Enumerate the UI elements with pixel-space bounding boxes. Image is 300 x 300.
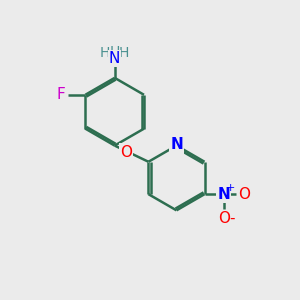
Text: -: -	[229, 211, 235, 226]
Text: N: N	[109, 51, 120, 66]
Text: H: H	[110, 45, 120, 59]
Text: O: O	[120, 145, 132, 160]
Text: N: N	[109, 51, 120, 66]
Text: O: O	[218, 211, 230, 226]
Text: F: F	[57, 87, 66, 102]
Text: H: H	[119, 46, 129, 60]
Text: O: O	[238, 187, 250, 202]
Text: N: N	[217, 187, 230, 202]
Text: +: +	[226, 183, 235, 193]
Text: N: N	[170, 137, 183, 152]
Text: H: H	[100, 46, 110, 60]
